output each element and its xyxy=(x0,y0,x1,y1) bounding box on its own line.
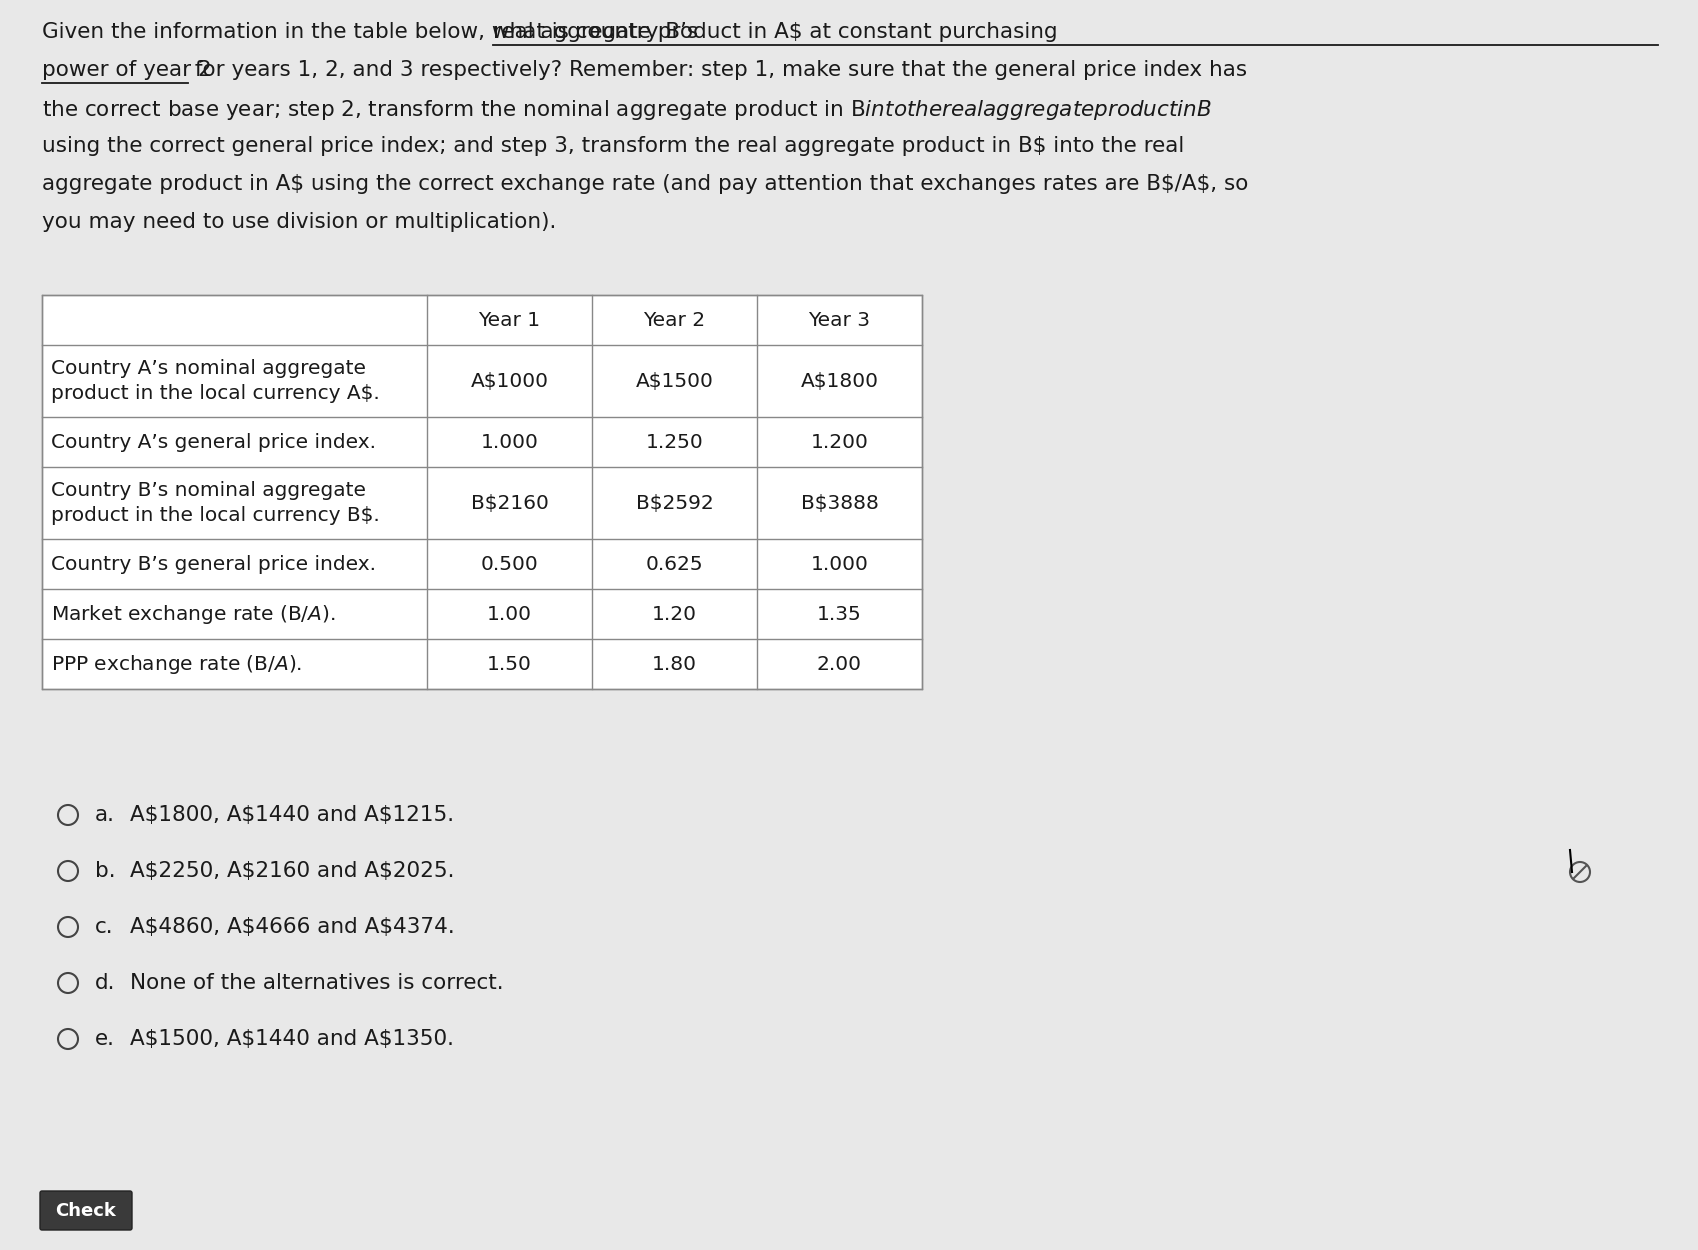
Text: PPP exchange rate (B$/A$).: PPP exchange rate (B$/A$). xyxy=(51,652,302,675)
Text: B$3888: B$3888 xyxy=(800,494,878,512)
Text: B$2160: B$2160 xyxy=(470,494,548,512)
Text: A$1000: A$1000 xyxy=(470,371,548,390)
Text: A$1800, A$1440 and A$1215.: A$1800, A$1440 and A$1215. xyxy=(131,805,453,825)
Text: Year 2: Year 2 xyxy=(644,310,705,330)
Text: 1.80: 1.80 xyxy=(652,655,696,674)
Text: A$1500: A$1500 xyxy=(635,371,713,390)
Text: real aggregate product in A$ at constant purchasing: real aggregate product in A$ at constant… xyxy=(492,22,1056,42)
Text: 0.500: 0.500 xyxy=(481,555,538,574)
Text: A$1800: A$1800 xyxy=(800,371,878,390)
Text: the correct base year; step 2, transform the nominal aggregate product in B$ int: the correct base year; step 2, transform… xyxy=(42,98,1211,122)
Text: power of year 2: power of year 2 xyxy=(42,60,212,80)
Text: 1.00: 1.00 xyxy=(487,605,531,624)
Bar xyxy=(42,295,922,689)
Text: Country A’s general price index.: Country A’s general price index. xyxy=(51,432,375,451)
Text: None of the alternatives is correct.: None of the alternatives is correct. xyxy=(131,972,503,992)
Text: 1.50: 1.50 xyxy=(487,655,531,674)
Text: 1.000: 1.000 xyxy=(481,432,538,451)
Text: A$1500, A$1440 and A$1350.: A$1500, A$1440 and A$1350. xyxy=(131,1029,453,1049)
Text: Given the information in the table below, what is country B’s: Given the information in the table below… xyxy=(42,22,705,42)
FancyBboxPatch shape xyxy=(41,1191,132,1230)
Text: for years 1, 2, and 3 respectively? Remember: step 1, make sure that the general: for years 1, 2, and 3 respectively? Reme… xyxy=(188,60,1246,80)
Text: 1.250: 1.250 xyxy=(645,432,703,451)
Text: Market exchange rate (B$/A$).: Market exchange rate (B$/A$). xyxy=(51,602,336,625)
Text: A$4860, A$4666 and A$4374.: A$4860, A$4666 and A$4374. xyxy=(131,918,455,938)
Text: 1.200: 1.200 xyxy=(810,432,868,451)
Text: b.: b. xyxy=(95,861,115,881)
Text: Year 1: Year 1 xyxy=(479,310,540,330)
Text: Country A’s nominal aggregate
product in the local currency A$.: Country A’s nominal aggregate product in… xyxy=(51,359,380,404)
Text: 1.000: 1.000 xyxy=(810,555,868,574)
Text: Country B’s nominal aggregate
product in the local currency B$.: Country B’s nominal aggregate product in… xyxy=(51,480,380,525)
Text: e.: e. xyxy=(95,1029,115,1049)
Text: you may need to use division or multiplication).: you may need to use division or multipli… xyxy=(42,213,555,232)
Text: Country B’s general price index.: Country B’s general price index. xyxy=(51,555,375,574)
Text: 1.20: 1.20 xyxy=(652,605,696,624)
Text: Check: Check xyxy=(56,1201,117,1220)
Text: 2.00: 2.00 xyxy=(817,655,861,674)
Text: 1.35: 1.35 xyxy=(817,605,861,624)
Text: using the correct general price index; and step 3, transform the real aggregate : using the correct general price index; a… xyxy=(42,136,1184,156)
Text: 0.625: 0.625 xyxy=(645,555,703,574)
Text: d.: d. xyxy=(95,972,115,992)
Text: c.: c. xyxy=(95,918,114,938)
Text: B$2592: B$2592 xyxy=(635,494,713,512)
Text: a.: a. xyxy=(95,805,115,825)
Text: aggregate product in A$ using the correct exchange rate (and pay attention that : aggregate product in A$ using the correc… xyxy=(42,174,1248,194)
Text: A$2250, A$2160 and A$2025.: A$2250, A$2160 and A$2025. xyxy=(131,861,455,881)
Text: Year 3: Year 3 xyxy=(808,310,869,330)
